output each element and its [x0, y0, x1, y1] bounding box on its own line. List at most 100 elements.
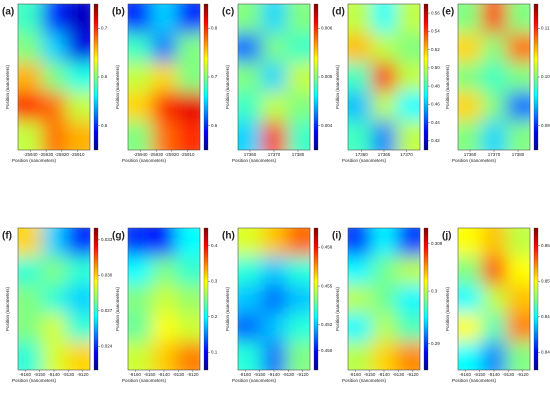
heat-cell	[286, 91, 310, 121]
x-tick-label: -9140	[158, 372, 170, 377]
heat-cell	[66, 313, 90, 342]
heat-cell	[458, 228, 482, 257]
x-axis-label: Position (nanometers)	[232, 378, 277, 383]
heat-cell	[286, 228, 310, 257]
heat-cell	[396, 91, 420, 121]
heat-cell	[506, 313, 530, 342]
heat-cell	[506, 4, 530, 34]
plot-frame	[127, 3, 201, 151]
colorbar-tick-label: 0.29	[431, 341, 440, 346]
heat-cell	[348, 256, 372, 285]
heat-cell	[372, 341, 396, 370]
y-axis-label: Position (nanometers)	[225, 286, 230, 331]
x-tick-label: -9120	[187, 372, 199, 377]
heat-cell	[128, 120, 152, 150]
heat-cell	[152, 228, 176, 257]
x-tick-label: -25910	[180, 152, 195, 157]
heat-cell	[372, 33, 396, 63]
colorbar-tick-label: 0.005	[321, 74, 333, 79]
panel: (j)Position (nanometers)-9160 -9150 -9140-…	[442, 227, 550, 383]
y-axis-label: Position (nanometers)	[225, 64, 230, 109]
heat-cell	[238, 62, 262, 92]
x-tick-label: -9120	[407, 372, 419, 377]
x-tick-label: -9150	[474, 372, 486, 377]
heat-cell	[262, 33, 286, 63]
colorbar-tick-label: 0.10	[541, 74, 550, 79]
heat-cell	[286, 4, 310, 34]
x-tick-label: -25930	[39, 152, 54, 157]
heat-cell	[42, 341, 66, 370]
heat-cell	[396, 256, 420, 285]
heat-cell	[18, 284, 42, 314]
colorbar-tick-label: 0.458	[321, 245, 333, 250]
heatmap	[238, 4, 310, 150]
heat-cell	[348, 228, 372, 257]
colorbar	[313, 227, 319, 371]
colorbar	[533, 227, 539, 371]
heatmap	[348, 228, 420, 370]
heat-cell	[482, 341, 506, 370]
heat-cell	[506, 341, 530, 370]
heat-cell	[18, 313, 42, 342]
heat-cell	[18, 91, 42, 121]
heat-cell	[176, 4, 200, 34]
x-tick-label: -9150	[254, 372, 266, 377]
heat-cell	[66, 341, 90, 370]
x-tick-label: 17370	[488, 152, 501, 157]
heat-cell	[18, 120, 42, 150]
heat-cell	[66, 228, 90, 257]
heat-cell	[262, 62, 286, 92]
heat-cell	[238, 313, 262, 342]
colorbar-tick-label: 0.2	[211, 314, 218, 319]
heat-cell	[482, 120, 506, 150]
heat-cell	[458, 91, 482, 121]
heatmap-cells	[348, 4, 420, 150]
heat-cell	[128, 62, 152, 92]
heat-cell	[238, 91, 262, 121]
heat-cell	[372, 256, 396, 285]
heat-cell	[262, 120, 286, 150]
panel: (f)Position (nanometers)-9160 -9150 -9140-…	[2, 227, 113, 383]
colorbar-tick-label: 0.455	[321, 283, 333, 288]
heat-cell	[348, 4, 372, 34]
heat-cell	[458, 120, 482, 150]
x-tick-label: -25920	[165, 152, 180, 157]
heat-cell	[286, 341, 310, 370]
panel: (d)Position (nanometers)17360 17365 17370P…	[332, 3, 440, 163]
colorbar-tick-label: 0.027	[101, 308, 113, 313]
colorbar-tick-label: 0.7	[101, 26, 108, 31]
heatmap-cells	[128, 228, 200, 370]
panel: (g)Position (nanometers)-9160 -9150 -9140-…	[112, 227, 218, 383]
x-tick-label: 17365	[378, 152, 391, 157]
heat-cell	[396, 341, 420, 370]
heat-cell	[348, 341, 372, 370]
colorbar-tick-label: 0.452	[321, 322, 333, 327]
heat-cell	[348, 120, 372, 150]
heat-cell	[66, 256, 90, 285]
colorbar-tick-label: 0.848	[541, 314, 550, 319]
heat-cell	[396, 120, 420, 150]
heat-cell	[262, 4, 286, 34]
heat-cell	[372, 284, 396, 314]
x-tick-label: -9120	[517, 372, 529, 377]
heat-cell	[152, 341, 176, 370]
colorbar-tick-label: 0.844	[541, 349, 550, 354]
y-axis-label: Position (nanometers)	[335, 64, 340, 109]
panel-label: (d)	[332, 7, 345, 18]
heat-cell	[372, 4, 396, 34]
heat-cell	[128, 4, 152, 34]
colorbar-tick-label: 0.3	[211, 278, 218, 283]
heat-cell	[66, 33, 90, 63]
x-tick-label: -9150	[144, 372, 156, 377]
x-tick-label: -9160	[239, 372, 251, 377]
heatmap	[128, 228, 200, 370]
heat-cell	[506, 33, 530, 63]
x-axis-label: Position (nanometers)	[342, 158, 387, 163]
heat-cell	[286, 33, 310, 63]
heatmap	[18, 228, 90, 370]
colorbar-tick-label: 0.5	[101, 123, 108, 128]
colorbar	[423, 227, 429, 371]
heat-cell	[286, 313, 310, 342]
panel-label: (h)	[222, 231, 235, 242]
heatmap	[238, 228, 310, 370]
